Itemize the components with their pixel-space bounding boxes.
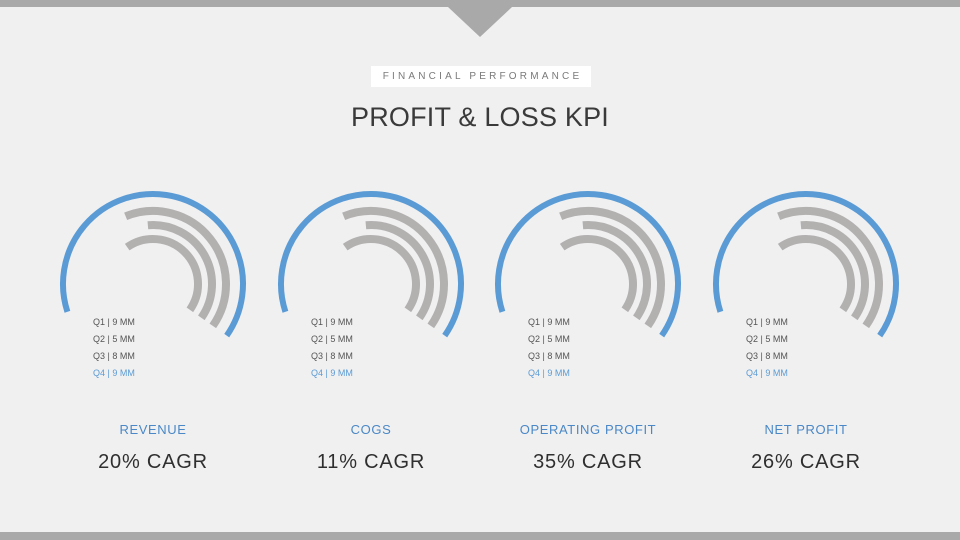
- legend-item: Q1 | 9 MM: [311, 317, 353, 327]
- top-bar: [0, 0, 960, 7]
- kpi-value-cogs: 11% CAGR: [316, 451, 426, 473]
- bottom-bar: [0, 532, 960, 540]
- legend-item: Q2 | 5 MM: [746, 334, 788, 344]
- ring-q1: [495, 191, 681, 338]
- legend-item: Q1 | 9 MM: [746, 317, 788, 327]
- legend-operating-profit: Q1 | 9 MM Q2 | 5 MM Q3 | 8 MM Q4 | 9 MM: [528, 314, 570, 382]
- kpi-value-net-profit: 26% CAGR: [751, 451, 861, 473]
- page-title: PROFIT & LOSS KPI: [351, 102, 609, 132]
- legend-net-profit: Q1 | 9 MM Q2 | 5 MM Q3 | 8 MM Q4 | 9 MM: [746, 314, 788, 382]
- legend-item: Q1 | 9 MM: [93, 317, 135, 327]
- ring-q4: [777, 235, 855, 313]
- ring-q2: [777, 207, 883, 329]
- kpi-value-operating-profit: 35% CAGR: [533, 451, 643, 473]
- ring-q3: [582, 221, 651, 321]
- legend-item: Q4 | 9 MM: [93, 368, 135, 378]
- ring-q1: [60, 191, 246, 338]
- kpi-name-net-profit: NET PROFIT: [764, 422, 848, 437]
- legend-item: Q3 | 8 MM: [93, 351, 135, 361]
- legend-revenue: Q1 | 9 MM Q2 | 5 MM Q3 | 8 MM Q4 | 9 MM: [93, 314, 135, 382]
- legend-item: Q4 | 9 MM: [311, 368, 353, 378]
- legend-item: Q4 | 9 MM: [746, 368, 788, 378]
- kpi-name-revenue: REVENUE: [119, 422, 187, 437]
- kpi-name-operating-profit: OPERATING PROFIT: [519, 422, 657, 437]
- kpi-value-revenue: 20% CAGR: [98, 451, 208, 473]
- ring-q3: [800, 221, 869, 321]
- legend-item: Q3 | 8 MM: [746, 351, 788, 361]
- ring-q2: [559, 207, 665, 329]
- legend-item: Q3 | 8 MM: [311, 351, 353, 361]
- ring-q2: [342, 207, 448, 329]
- ring-q2: [124, 207, 230, 329]
- ring-q4: [124, 235, 202, 313]
- header-notch: [448, 7, 512, 37]
- legend-item: Q3 | 8 MM: [528, 351, 570, 361]
- ring-q4: [342, 235, 420, 313]
- ring-q1: [713, 191, 899, 338]
- section-label: FINANCIAL PERFORMANCE: [371, 66, 591, 87]
- ring-q3: [365, 221, 434, 321]
- ring-q4: [559, 235, 637, 313]
- kpi-name-cogs: COGS: [350, 422, 392, 437]
- legend-cogs: Q1 | 9 MM Q2 | 5 MM Q3 | 8 MM Q4 | 9 MM: [311, 314, 353, 382]
- legend-item: Q1 | 9 MM: [528, 317, 570, 327]
- legend-item: Q4 | 9 MM: [528, 368, 570, 378]
- legend-item: Q2 | 5 MM: [311, 334, 353, 344]
- legend-item: Q2 | 5 MM: [528, 334, 570, 344]
- legend-item: Q2 | 5 MM: [93, 334, 135, 344]
- ring-q3: [147, 221, 216, 321]
- ring-q1: [278, 191, 464, 338]
